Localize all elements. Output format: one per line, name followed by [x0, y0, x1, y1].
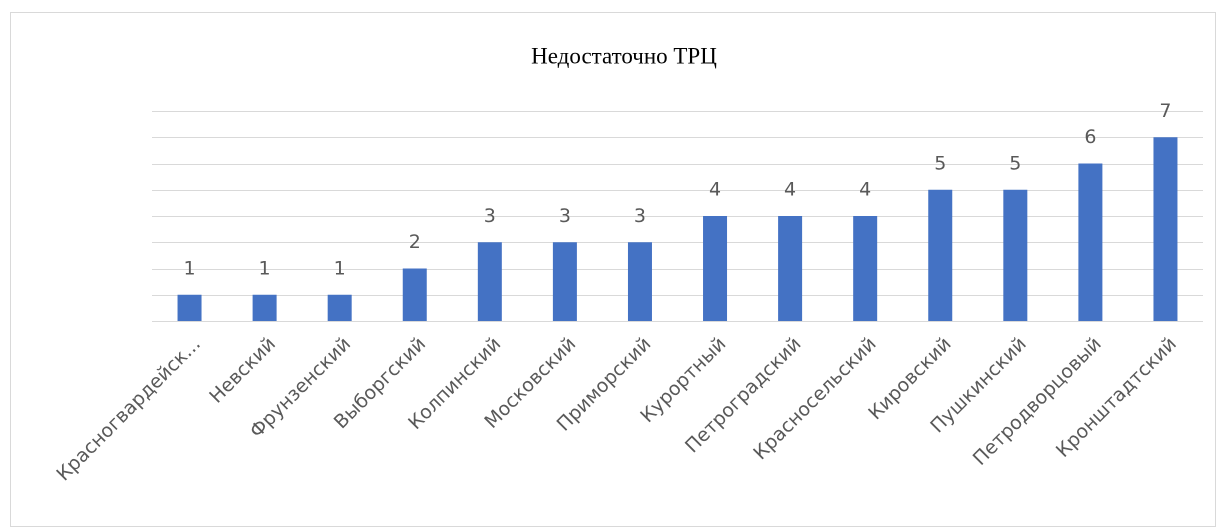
data-label: 6 [1084, 126, 1096, 148]
data-label: 1 [183, 257, 195, 279]
chart-title: Недостаточно ТРЦ [531, 43, 717, 68]
bar [552, 242, 577, 321]
data-label: 5 [1009, 152, 1021, 174]
bar [1078, 163, 1103, 321]
bar [703, 216, 728, 321]
bar [252, 294, 277, 321]
bar [1153, 137, 1178, 321]
data-label: 3 [559, 205, 571, 227]
data-label: 3 [484, 205, 496, 227]
bar [402, 268, 427, 321]
bar [327, 294, 352, 321]
data-label: 7 [1159, 100, 1171, 122]
bar [177, 294, 202, 321]
bar [477, 242, 502, 321]
bar [627, 242, 652, 321]
data-label: 5 [934, 152, 946, 174]
data-label: 4 [709, 179, 721, 201]
bar [1003, 189, 1028, 321]
data-label: 4 [859, 179, 871, 201]
bar [928, 189, 953, 321]
data-label: 3 [634, 205, 646, 227]
bar [853, 216, 878, 321]
data-label: 4 [784, 179, 796, 201]
data-label: 1 [334, 257, 346, 279]
bar [778, 216, 803, 321]
data-label: 1 [259, 257, 271, 279]
data-label: 2 [409, 231, 421, 253]
